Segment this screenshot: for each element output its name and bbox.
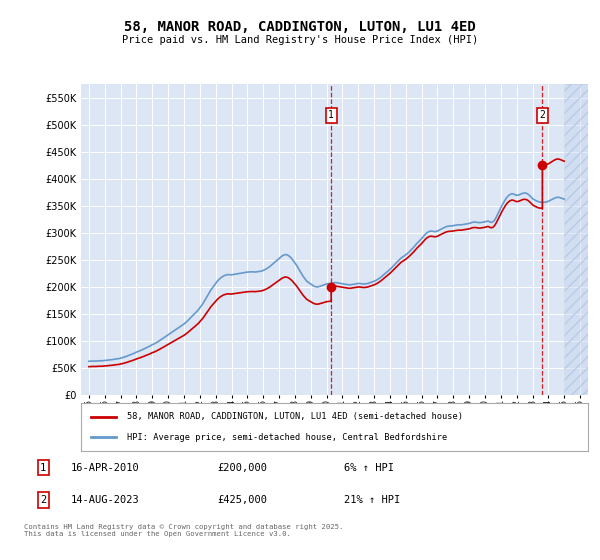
- Text: 58, MANOR ROAD, CADDINGTON, LUTON, LU1 4ED: 58, MANOR ROAD, CADDINGTON, LUTON, LU1 4…: [124, 20, 476, 34]
- Text: 21% ↑ HPI: 21% ↑ HPI: [344, 495, 400, 505]
- Text: 2: 2: [40, 495, 46, 505]
- Text: 2: 2: [539, 110, 545, 120]
- Text: £425,000: £425,000: [217, 495, 267, 505]
- Text: Contains HM Land Registry data © Crown copyright and database right 2025.
This d: Contains HM Land Registry data © Crown c…: [24, 524, 343, 536]
- Text: 14-AUG-2023: 14-AUG-2023: [71, 495, 140, 505]
- Text: 1: 1: [328, 110, 334, 120]
- Text: £200,000: £200,000: [217, 463, 267, 473]
- Text: HPI: Average price, semi-detached house, Central Bedfordshire: HPI: Average price, semi-detached house,…: [127, 433, 447, 442]
- Text: Price paid vs. HM Land Registry's House Price Index (HPI): Price paid vs. HM Land Registry's House …: [122, 35, 478, 45]
- Text: 58, MANOR ROAD, CADDINGTON, LUTON, LU1 4ED (semi-detached house): 58, MANOR ROAD, CADDINGTON, LUTON, LU1 4…: [127, 412, 463, 421]
- Text: 6% ↑ HPI: 6% ↑ HPI: [344, 463, 394, 473]
- Text: 16-APR-2010: 16-APR-2010: [71, 463, 140, 473]
- Bar: [564, 84, 588, 395]
- Text: 1: 1: [40, 463, 46, 473]
